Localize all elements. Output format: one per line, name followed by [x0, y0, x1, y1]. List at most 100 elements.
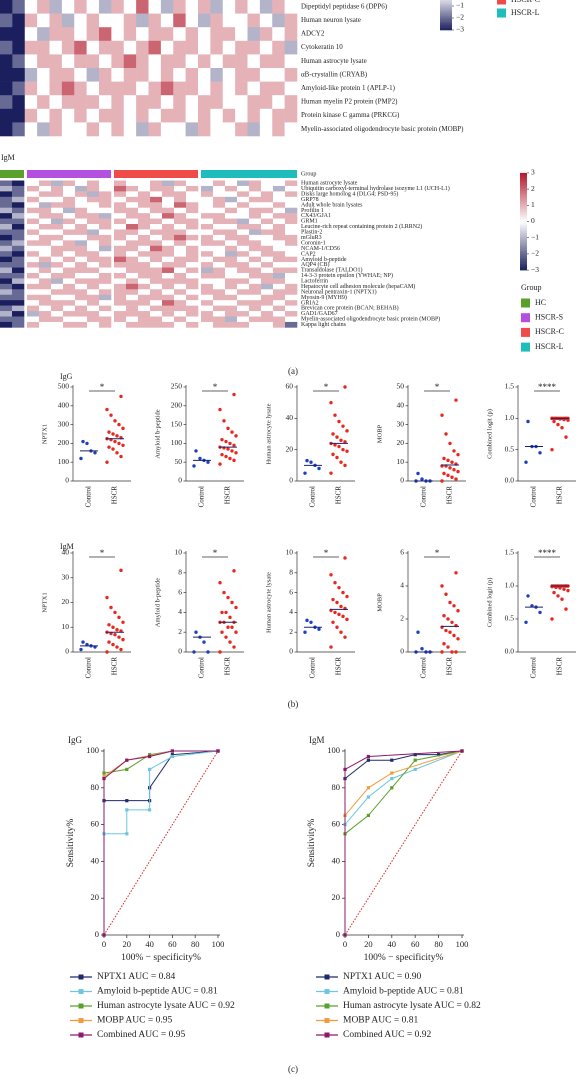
- heatmap-cell: [285, 321, 298, 328]
- heatmap-cell: [87, 213, 100, 219]
- data-point: [303, 471, 307, 475]
- heatmap-cell: [249, 272, 262, 279]
- heatmap-cell: [213, 300, 226, 306]
- heatmap-cell: [51, 191, 64, 198]
- heatmap-cell: [87, 300, 100, 306]
- data-point: [450, 475, 454, 479]
- heatmap-cell: [74, 54, 87, 69]
- heatmap-cell: [237, 229, 250, 236]
- colorbar-strip: [520, 255, 527, 258]
- heatmap-cell: [213, 224, 226, 230]
- data-point: [454, 477, 458, 481]
- heatmap-cell: [12, 262, 25, 268]
- heatmap-cell: [51, 256, 64, 263]
- colorbar-strip: [440, 1, 452, 3]
- heatmap-cell: [198, 81, 211, 96]
- heatmap-cell: [51, 272, 64, 279]
- heatmap-cell: [126, 256, 139, 263]
- heatmap-cell: [201, 240, 214, 247]
- data-point: [335, 625, 339, 629]
- heatmap-cell: [201, 229, 214, 236]
- heatmap-cell: [249, 207, 262, 214]
- data-point: [234, 605, 238, 610]
- heatmap-cell: [12, 294, 25, 301]
- heatmap-cell: [126, 305, 139, 312]
- heatmap-cell: [210, 0, 224, 14]
- heatmap-cell: [174, 224, 187, 230]
- heatmap-cell: [75, 311, 88, 317]
- heatmap-cell: [273, 300, 286, 306]
- heatmap-cell: [27, 272, 40, 279]
- y-tick-label: 2: [289, 627, 293, 636]
- colorbar-strip: [520, 237, 527, 240]
- heatmap-cell: [27, 305, 40, 312]
- heatmap-cell: [39, 240, 52, 247]
- heatmap-cell: [75, 316, 88, 323]
- heatmap-cell: [27, 234, 40, 241]
- heatmap-cell: [222, 68, 236, 82]
- colorbar-strip: [440, 15, 452, 18]
- heatmap-cell: [162, 321, 175, 328]
- heatmap-cell: [225, 191, 238, 198]
- heatmap-cell: [174, 191, 187, 198]
- colorbar-strip: [440, 14, 452, 16]
- heatmap-cell: [99, 202, 112, 208]
- data-point: [234, 451, 238, 455]
- heatmap-cell: [174, 321, 187, 328]
- heatmap-cell: [285, 300, 298, 306]
- heatmap-cell: [39, 229, 52, 236]
- heatmap-cell: [285, 180, 298, 187]
- roc-point: [148, 754, 152, 759]
- heatmap-cell: [150, 245, 163, 252]
- legend-title: Group: [521, 283, 541, 292]
- legend-label: HSCR-C: [535, 327, 564, 336]
- heatmap-cell: [174, 256, 187, 263]
- heatmap-cell: [186, 305, 199, 312]
- heatmap-cell: [160, 0, 174, 14]
- y-tick-label: 0: [336, 929, 340, 939]
- heatmap-cell: [186, 316, 199, 323]
- data-point: [456, 452, 460, 457]
- heatmap-cell: [75, 207, 88, 214]
- heatmap-cell: [87, 272, 100, 279]
- data-point: [115, 628, 119, 632]
- heatmap-cell: [27, 251, 40, 257]
- heatmap-cell: [272, 0, 285, 14]
- heatmap-cell: [114, 218, 127, 225]
- heatmap-cell: [0, 289, 13, 296]
- heatmap-cell: [249, 278, 262, 285]
- heatmap-cell: [285, 262, 298, 268]
- heatmap-cell: [63, 283, 76, 290]
- heatmap-cell: [201, 321, 214, 328]
- heatmap-cell: [284, 68, 298, 82]
- y-tick-label: 30: [397, 419, 405, 428]
- heatmap-cell: [210, 27, 224, 42]
- heatmap-cell: [213, 256, 226, 263]
- heatmap-cell: [272, 81, 285, 96]
- roc-point: [102, 771, 106, 775]
- data-point: [121, 620, 125, 624]
- data-point: [111, 432, 115, 436]
- heatmap-cell: [160, 27, 174, 42]
- colorbar-strip: [520, 172, 527, 175]
- heatmap-cell: [186, 262, 199, 268]
- heatmap-cell: [148, 40, 162, 55]
- heatmap-cell: [213, 278, 226, 285]
- heatmap-cell: [114, 256, 127, 263]
- heatmap-cell: [63, 289, 76, 296]
- heatmap-cell: [285, 272, 298, 279]
- heatmap-cell: [237, 272, 250, 279]
- heatmap-cell: [123, 40, 137, 55]
- heatmap-cell: [148, 122, 162, 137]
- data-point: [331, 432, 335, 436]
- heatmap-cell: [86, 108, 100, 123]
- heatmap-cell: [12, 311, 25, 317]
- heatmap-cell: [272, 95, 285, 110]
- colorbar-strip: [520, 227, 527, 230]
- heatmap-cell: [51, 283, 64, 290]
- heatmap-cell: [99, 251, 112, 257]
- heatmap-cell: [174, 196, 187, 203]
- heatmap-cell: [201, 316, 214, 323]
- heatmap-cell: [273, 213, 286, 219]
- heatmap-cell: [99, 13, 112, 28]
